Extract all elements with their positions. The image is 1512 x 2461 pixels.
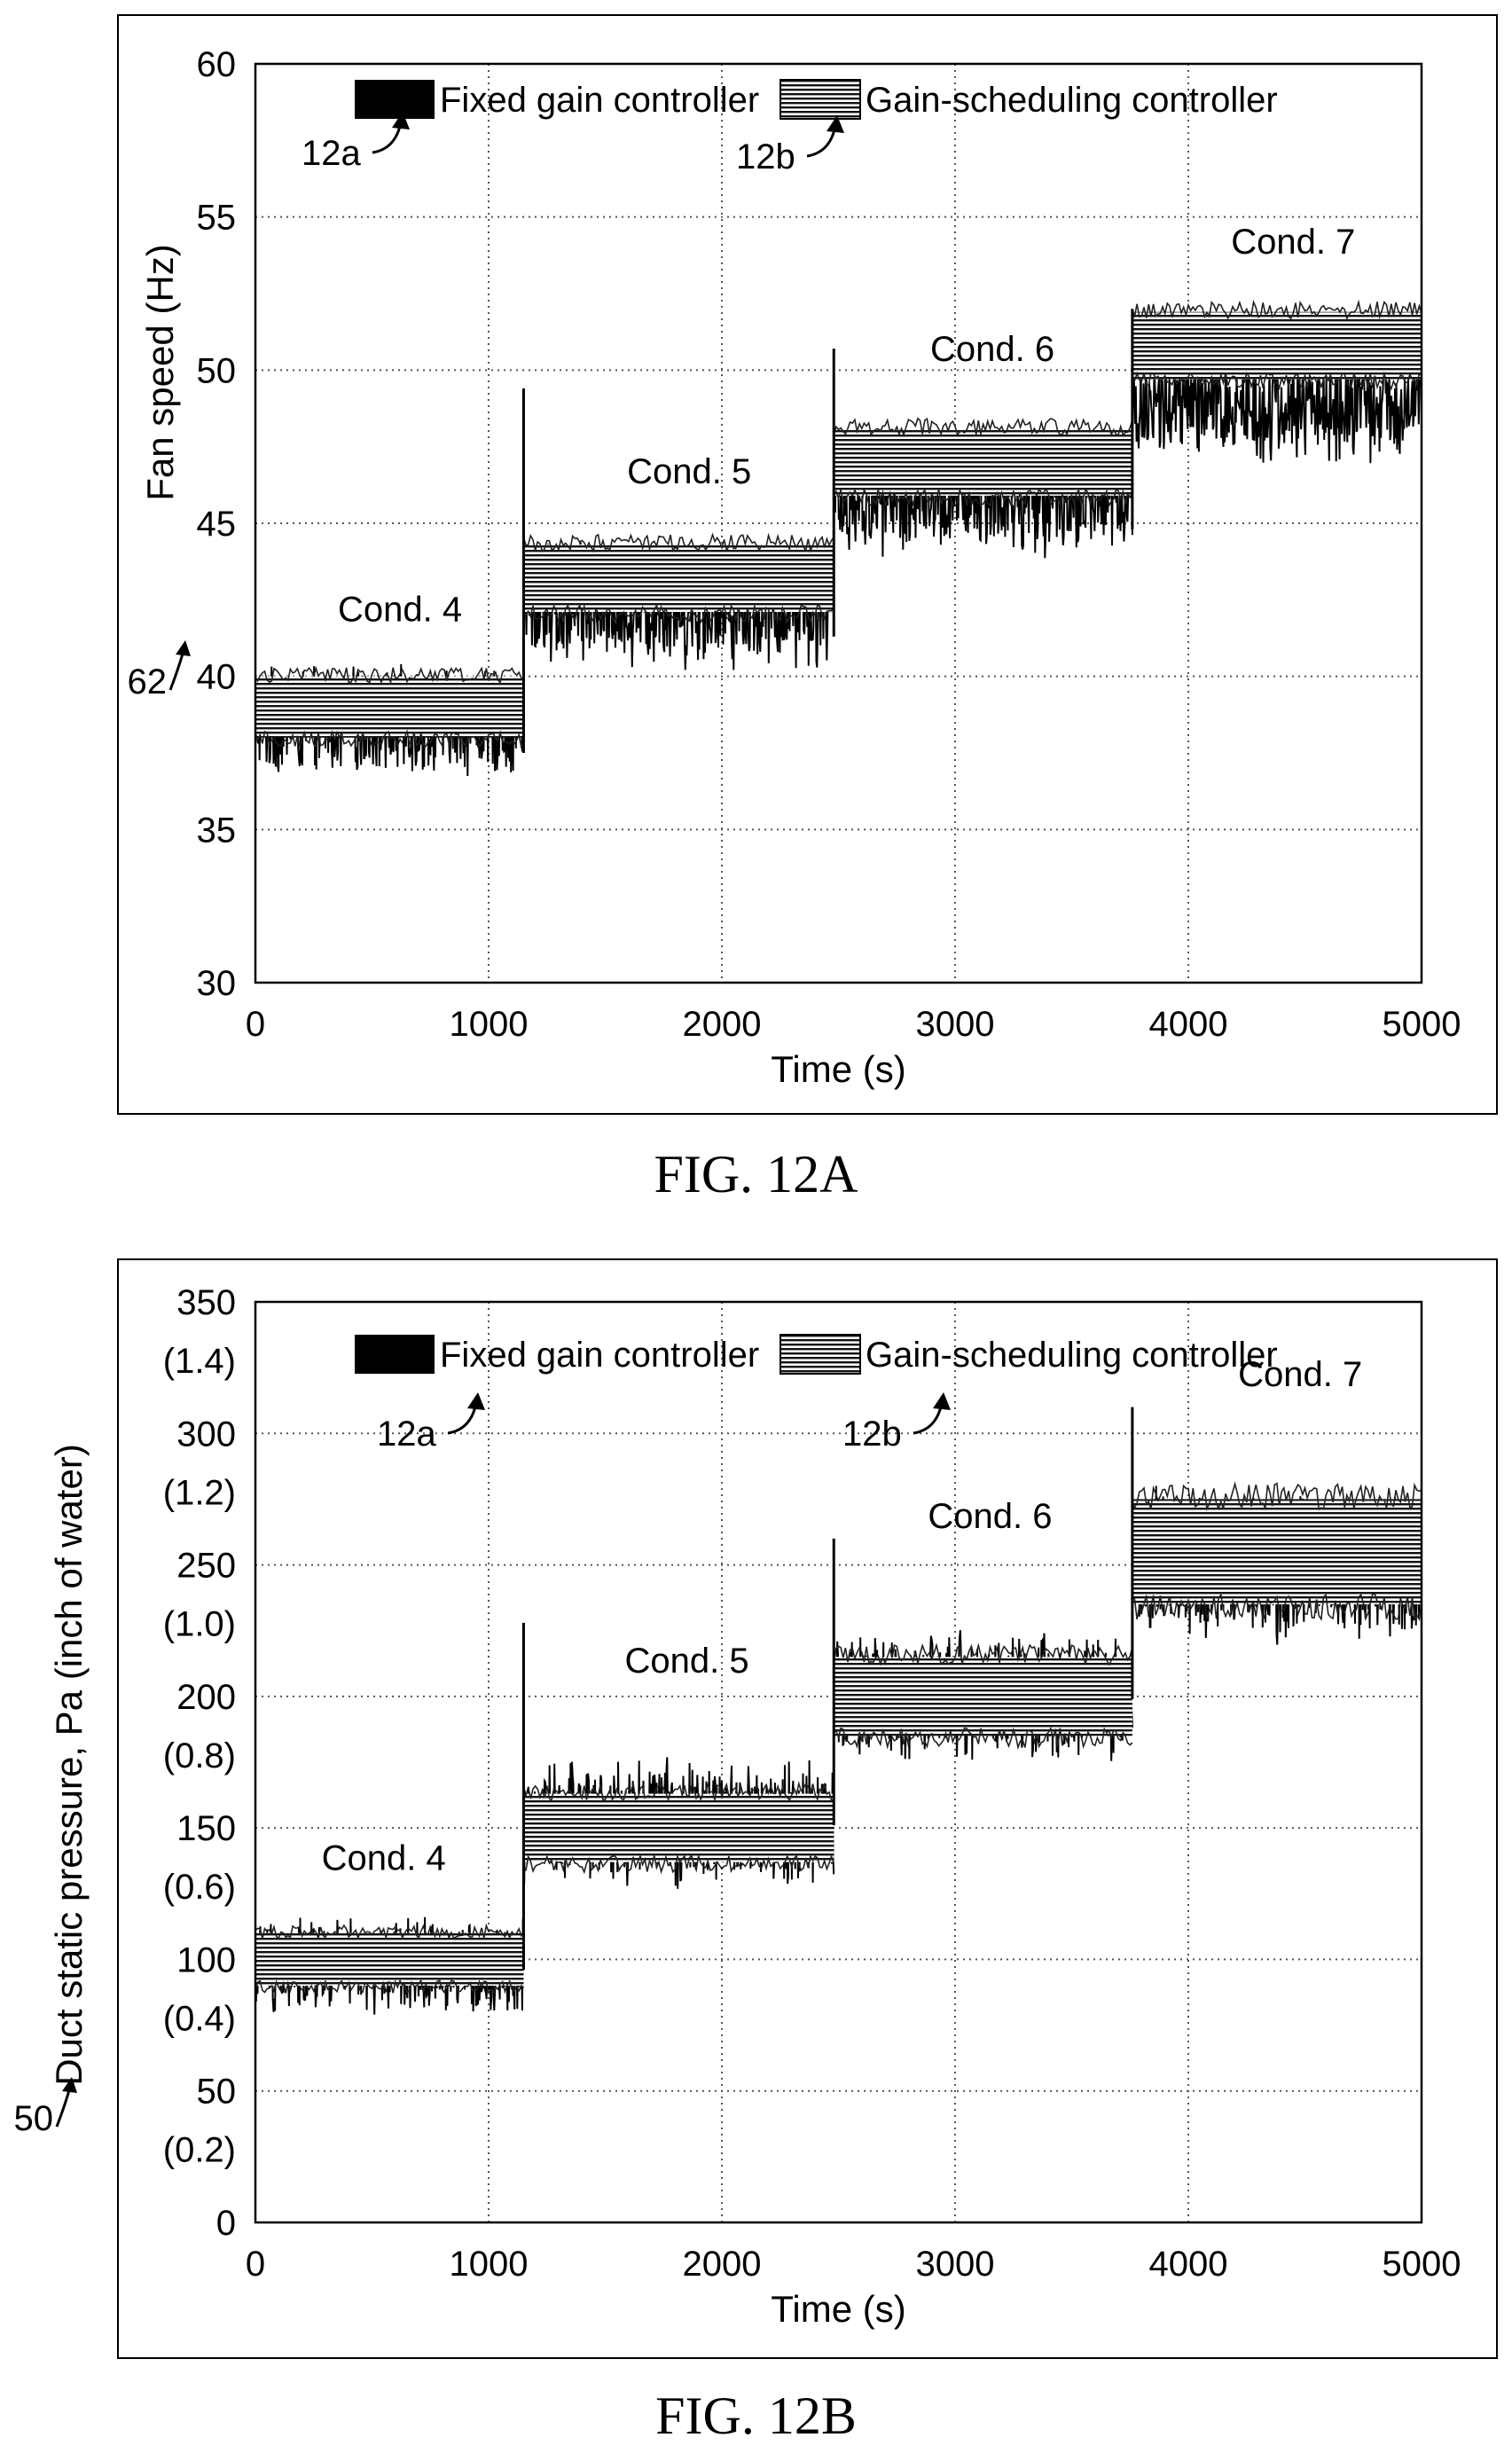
gain-scheduling-bottom-edge bbox=[1132, 371, 1422, 391]
gain-scheduling-band-seg-0 bbox=[255, 1932, 524, 1987]
gain-scheduling-band-seg-2 bbox=[834, 1657, 1132, 1736]
gain-scheduling-band-seg-1 bbox=[523, 545, 834, 613]
gain-scheduling-top-edge bbox=[1132, 1481, 1422, 1511]
x-axis-label: Time (s) bbox=[771, 2288, 905, 2330]
gain-scheduling-band-seg-3 bbox=[1132, 1499, 1422, 1605]
y-tick-sublabel: (0.6) bbox=[163, 1868, 236, 1907]
condition-annotation: Cond. 7 bbox=[1231, 223, 1355, 262]
y-tick-label: 250 bbox=[176, 1547, 236, 1586]
legend-reference-arrowhead bbox=[827, 115, 844, 133]
plot-area bbox=[254, 62, 1423, 984]
axis-reference-number: 50 bbox=[14, 2099, 54, 2138]
y-tick-label: 35 bbox=[197, 811, 237, 850]
legend-swatch-gain-scheduling bbox=[780, 1334, 861, 1375]
y-tick-sublabel: (0.2) bbox=[163, 2131, 236, 2170]
gain-scheduling-band-seg-0 bbox=[255, 676, 524, 738]
gain-scheduling-bottom-edge bbox=[833, 487, 1133, 508]
condition-annotation: Cond. 6 bbox=[930, 330, 1054, 369]
x-tick-label: 4000 bbox=[1149, 1005, 1228, 1044]
y-tick-sublabel: (1.2) bbox=[163, 1473, 236, 1512]
legend-reference-arrowhead bbox=[392, 112, 410, 129]
x-axis-label: Time (s) bbox=[771, 1048, 905, 1090]
plot-area bbox=[254, 1300, 1423, 2224]
axis-reference-arrowhead bbox=[62, 2077, 77, 2093]
y-tick-sublabel: (1.0) bbox=[163, 1605, 236, 1644]
condition-annotation: Cond. 6 bbox=[928, 1497, 1052, 1536]
y-tick-label: 30 bbox=[197, 964, 237, 1003]
figure-caption-12b: FIG. 12B bbox=[655, 2387, 857, 2445]
y-tick-sublabel: (0.4) bbox=[163, 1999, 236, 2038]
y-tick-label: 55 bbox=[197, 199, 237, 238]
y-tick-label: 50 bbox=[197, 2073, 237, 2112]
x-tick-label: 1000 bbox=[450, 1005, 529, 1044]
figure-caption-12a: FIG. 12A bbox=[654, 1145, 858, 1203]
axis-reference-arrowhead bbox=[176, 640, 191, 656]
legend-label-gain-scheduling: Gain-scheduling controller bbox=[866, 1336, 1278, 1375]
series-gain-scheduling bbox=[255, 299, 1422, 749]
y-tick-label: 0 bbox=[216, 2204, 236, 2243]
legend-reference-number: 12a bbox=[302, 134, 361, 173]
condition-annotation: Cond. 5 bbox=[627, 452, 751, 491]
y-tick-label: 50 bbox=[197, 351, 237, 390]
gain-scheduling-band-seg-3 bbox=[1132, 311, 1422, 380]
x-tick-label: 0 bbox=[246, 2245, 265, 2284]
x-tick-label: 4000 bbox=[1149, 2245, 1228, 2284]
gain-scheduling-top-edge bbox=[1132, 299, 1422, 321]
y-axis-label: Duct static pressure, Pa (inch of water) bbox=[48, 1444, 90, 2086]
y-tick-label: 45 bbox=[197, 505, 237, 544]
y-tick-label: 40 bbox=[197, 658, 237, 697]
x-tick-label: 1000 bbox=[450, 2245, 529, 2284]
condition-annotation: Cond. 7 bbox=[1238, 1355, 1362, 1394]
gain-scheduling-bottom-edge bbox=[255, 729, 525, 749]
condition-annotation: Cond. 5 bbox=[624, 1642, 748, 1681]
condition-annotation: Cond. 4 bbox=[338, 591, 462, 630]
x-tick-label: 5000 bbox=[1383, 2245, 1461, 2284]
y-tick-label: 300 bbox=[176, 1415, 236, 1454]
x-tick-label: 0 bbox=[246, 1005, 265, 1044]
legend-reference-number: 12a bbox=[377, 1415, 436, 1454]
gain-scheduling-top-edge bbox=[255, 666, 525, 686]
legend-label-gain-scheduling: Gain-scheduling controller bbox=[866, 81, 1278, 120]
legend-label-fixed-gain: Fixed gain controller bbox=[440, 1336, 759, 1375]
y-tick-sublabel: (1.4) bbox=[163, 1342, 236, 1381]
gain-scheduling-band-seg-2 bbox=[834, 427, 1132, 496]
legend-swatch-fixed-gain bbox=[355, 80, 435, 119]
gain-scheduling-top-edge bbox=[255, 1923, 525, 1941]
y-tick-label: 350 bbox=[176, 1283, 236, 1322]
fan-speed-chart: 0 1000 2000 3000 4000 5000 30 35 40 45 50 55 60 Time … bbox=[128, 45, 1461, 1090]
x-tick-label: 3000 bbox=[916, 2245, 995, 2284]
y-tick-label: 150 bbox=[176, 1809, 236, 1848]
y-tick-label: 100 bbox=[176, 1940, 236, 1979]
x-tick-label: 2000 bbox=[683, 2245, 762, 2284]
gain-scheduling-bottom-edge bbox=[833, 1726, 1133, 1751]
gain-scheduling-bottom-edge bbox=[255, 1979, 525, 1995]
condition-annotation: Cond. 4 bbox=[322, 1839, 446, 1878]
gain-scheduling-bottom-edge bbox=[522, 603, 834, 625]
legend-swatch-fixed-gain bbox=[355, 1335, 435, 1374]
y-axis-label: Fan speed (Hz) bbox=[139, 244, 181, 500]
legend-reference-number: 12b bbox=[842, 1415, 902, 1454]
gain-scheduling-bottom-edge bbox=[1132, 1592, 1422, 1623]
gain-scheduling-top-edge bbox=[833, 417, 1133, 437]
axis-reference-number: 62 bbox=[128, 662, 168, 701]
duct-pressure-chart: 0 1000 2000 3000 4000 5000 0 50 (0.2) 100 (0.4) 150… bbox=[14, 1283, 1461, 2330]
series-gain-scheduling bbox=[255, 1481, 1422, 1995]
gain-scheduling-top-edge bbox=[833, 1642, 1133, 1666]
gain-scheduling-bottom-edge bbox=[523, 1854, 834, 1875]
x-tick-label: 3000 bbox=[916, 1005, 995, 1044]
y-tick-label: 200 bbox=[176, 1678, 236, 1717]
legend-reference-number: 12b bbox=[736, 137, 795, 176]
legend-swatch-gain-scheduling bbox=[780, 79, 861, 120]
x-tick-label: 2000 bbox=[683, 1005, 762, 1044]
y-tick-label: 60 bbox=[197, 45, 237, 84]
legend-reference-arrowhead bbox=[933, 1392, 951, 1410]
legend-reference-arrowhead bbox=[467, 1392, 485, 1410]
y-tick-sublabel: (0.8) bbox=[163, 1736, 236, 1775]
gain-scheduling-top-edge bbox=[522, 1780, 834, 1802]
gain-scheduling-band-seg-1 bbox=[523, 1793, 834, 1862]
x-tick-label: 5000 bbox=[1383, 1005, 1461, 1044]
gain-scheduling-top-edge bbox=[522, 532, 834, 553]
legend-label-fixed-gain: Fixed gain controller bbox=[440, 81, 759, 120]
